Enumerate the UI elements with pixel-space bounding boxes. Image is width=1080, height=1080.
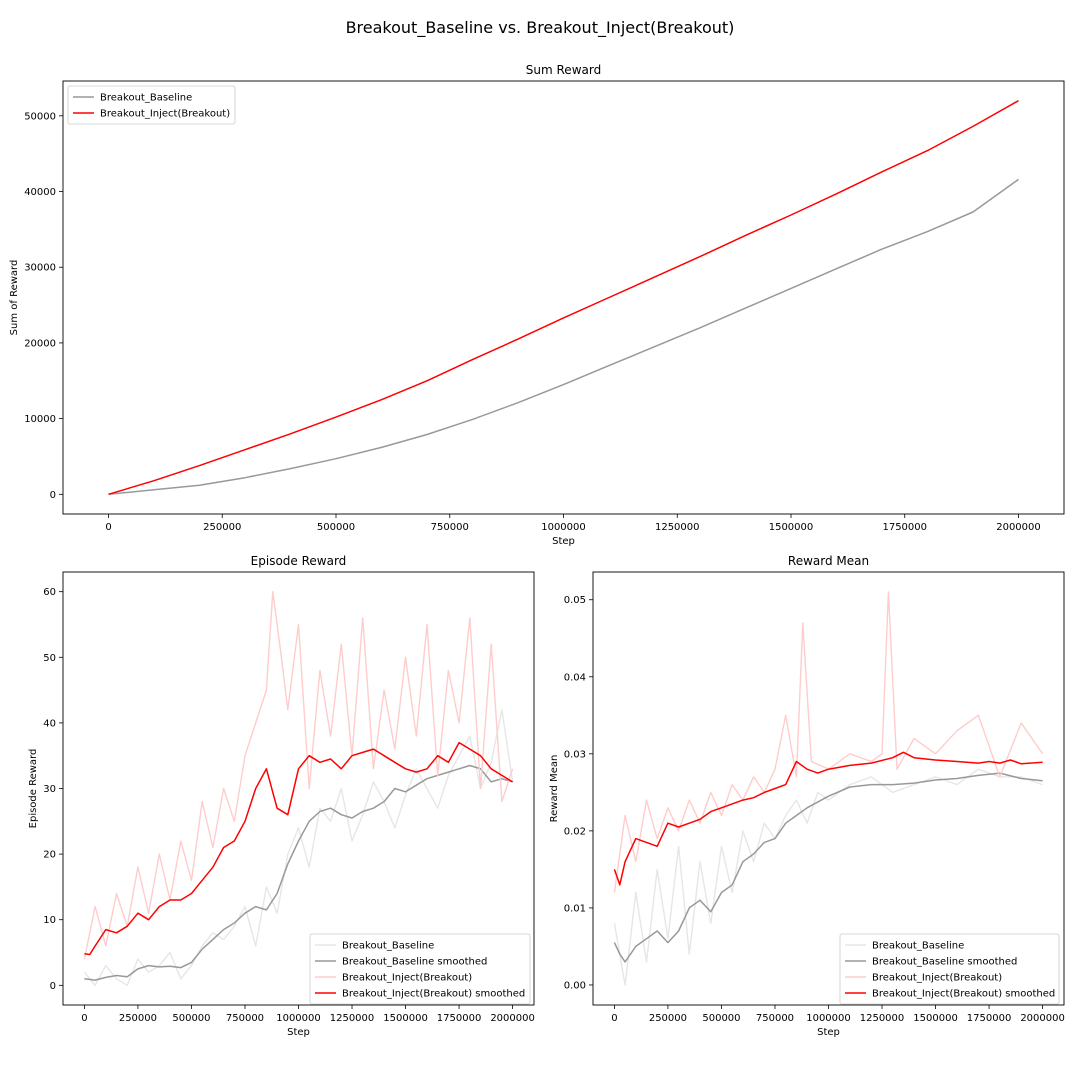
axes-episode-reward: Episode Reward 0 250000 500000 750000 1000000…: [28, 554, 535, 1038]
chart-title: Episode Reward: [251, 554, 347, 568]
y-axis-label: Sum of Reward: [9, 260, 20, 336]
y-tick-label: 20: [43, 850, 56, 861]
axes-frame: [62, 80, 1065, 515]
y-axis-label: Reward Mean: [549, 755, 560, 823]
x-tick-label: 1000000: [541, 522, 586, 533]
legend-label: Breakout_Baseline: [342, 941, 434, 952]
series-line-1: [108, 100, 1019, 496]
y-tick-label: 60: [43, 587, 56, 598]
x-tick-label: 1750000: [967, 1013, 1012, 1024]
legend-label: Breakout_Inject(Breakout): [342, 973, 472, 984]
y-tick-label: 10: [43, 915, 56, 926]
y-tick-label: 0: [50, 981, 56, 992]
y-tick-label: 20000: [24, 338, 56, 349]
x-tick-label: 1500000: [769, 522, 814, 533]
legend-label: Breakout_Inject(Breakout) smoothed: [872, 989, 1055, 1000]
y-tick-label: 0.05: [564, 595, 586, 606]
x-tick-label: 0: [81, 1013, 87, 1024]
legend-label: Breakout_Baseline smoothed: [872, 957, 1017, 968]
x-tick-label: 500000: [702, 1013, 740, 1024]
x-tick-label: 1250000: [655, 522, 700, 533]
legend-label: Breakout_Inject(Breakout): [872, 973, 1002, 984]
legend-label: Breakout_Baseline smoothed: [342, 957, 487, 968]
x-tick-label: 1750000: [437, 1013, 482, 1024]
y-tick-label: 10000: [24, 414, 56, 425]
y-tick-label: 0: [50, 490, 56, 501]
x-tick-label: 0: [105, 522, 111, 533]
y-tick-label: 40000: [24, 187, 56, 198]
legend-label: Breakout_Inject(Breakout): [100, 109, 230, 120]
y-tick-label: 0.02: [564, 826, 586, 837]
legend-label: Breakout_Baseline: [872, 941, 964, 952]
figure-suptitle: Breakout_Baseline vs. Breakout_Inject(Br…: [345, 18, 735, 37]
x-tick-label: 750000: [226, 1013, 264, 1024]
legend-label: Breakout_Inject(Breakout) smoothed: [342, 989, 525, 1000]
series-line-0: [108, 178, 1019, 496]
series-line-3: [613, 751, 1043, 886]
y-tick-label: 0.01: [564, 903, 586, 914]
x-tick-label: 1000000: [276, 1013, 321, 1024]
x-axis-label: Step: [817, 1027, 840, 1038]
x-tick-label: 1750000: [882, 522, 927, 533]
chart-title: Sum Reward: [526, 63, 601, 77]
series-line-1: [613, 772, 1043, 963]
series-line-2: [83, 591, 514, 960]
x-tick-label: 2000000: [1020, 1013, 1065, 1024]
y-tick-label: 40: [43, 718, 56, 729]
x-tick-label: 250000: [649, 1013, 687, 1024]
y-tick-label: 0.03: [564, 749, 586, 760]
legend-box: [67, 85, 236, 125]
x-tick-label: 750000: [756, 1013, 794, 1024]
series-line-1: [84, 764, 513, 981]
chart-title: Reward Mean: [788, 554, 869, 568]
series-line-0: [83, 709, 514, 986]
x-tick-label: 750000: [431, 522, 469, 533]
legend-box: [309, 933, 531, 1005]
x-tick-label: 1000000: [806, 1013, 851, 1024]
y-tick-label: 50000: [24, 111, 56, 122]
y-axis-label: Episode Reward: [28, 749, 39, 829]
x-axis-label: Step: [287, 1027, 310, 1038]
x-tick-label: 2000000: [490, 1013, 535, 1024]
y-tick-label: 30: [43, 784, 56, 795]
y-tick-label: 0.00: [564, 980, 586, 991]
x-tick-label: 2000000: [996, 522, 1041, 533]
y-tick-label: 50: [43, 653, 56, 664]
x-tick-label: 0: [611, 1013, 617, 1024]
x-tick-label: 500000: [317, 522, 355, 533]
y-tick-label: 0.04: [564, 672, 586, 683]
legend-box: [839, 933, 1060, 1005]
x-tick-label: 1500000: [913, 1013, 958, 1024]
legend-label: Breakout_Baseline: [100, 93, 192, 104]
series-line-2: [613, 591, 1044, 893]
y-tick-label: 30000: [24, 263, 56, 274]
series-line-3: [84, 741, 513, 956]
x-tick-label: 1250000: [860, 1013, 905, 1024]
x-axis-label: Step: [552, 536, 575, 547]
x-tick-label: 1250000: [330, 1013, 375, 1024]
x-tick-label: 1500000: [383, 1013, 428, 1024]
x-tick-label: 500000: [172, 1013, 210, 1024]
x-tick-label: 250000: [203, 522, 241, 533]
x-tick-label: 250000: [119, 1013, 157, 1024]
axes-reward-mean: Reward Mean 0 250000 500000 750000 1000000 125…: [549, 554, 1065, 1038]
